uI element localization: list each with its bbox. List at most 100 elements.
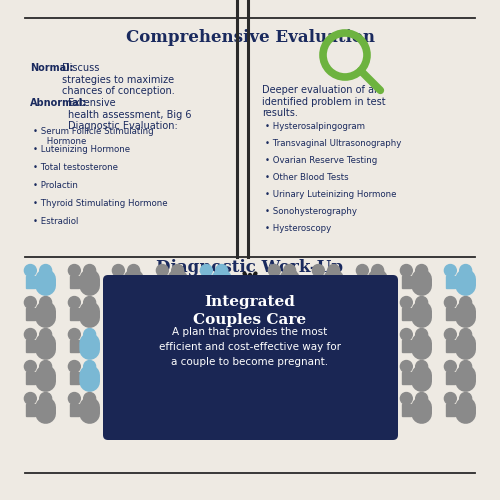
Text: Normal:: Normal: bbox=[30, 63, 74, 73]
Text: • Transvaginal Ultrasonography: • Transvaginal Ultrasonography bbox=[265, 139, 402, 148]
Text: • Estradiol: • Estradiol bbox=[33, 217, 78, 226]
Bar bbox=[402, 372, 411, 384]
Polygon shape bbox=[83, 404, 96, 411]
Circle shape bbox=[40, 296, 52, 308]
Circle shape bbox=[24, 360, 36, 372]
Polygon shape bbox=[371, 276, 384, 283]
Polygon shape bbox=[459, 404, 472, 411]
Circle shape bbox=[40, 392, 52, 404]
Text: Extensive
health assessment, Big 6
Diagnostic Evaluation:: Extensive health assessment, Big 6 Diagn… bbox=[68, 98, 192, 131]
Bar bbox=[402, 340, 411, 352]
Text: • Ovarian Reserve Testing: • Ovarian Reserve Testing bbox=[265, 156, 378, 165]
Bar bbox=[446, 308, 455, 320]
Bar bbox=[446, 404, 455, 416]
Polygon shape bbox=[415, 308, 428, 316]
Circle shape bbox=[460, 360, 471, 372]
Text: • Hysterosalpingogram: • Hysterosalpingogram bbox=[265, 122, 365, 131]
Circle shape bbox=[372, 264, 384, 276]
Text: • Sonohysterography: • Sonohysterography bbox=[265, 207, 357, 216]
Circle shape bbox=[460, 296, 471, 308]
Polygon shape bbox=[39, 308, 52, 316]
Text: Deeper evaluation of an
identified problem in test
results.: Deeper evaluation of an identified probl… bbox=[262, 85, 386, 118]
Circle shape bbox=[444, 360, 456, 372]
Bar bbox=[70, 308, 79, 320]
Text: Integrated
Couples Care: Integrated Couples Care bbox=[194, 295, 306, 328]
Text: Abnormal:: Abnormal: bbox=[30, 98, 87, 108]
Circle shape bbox=[84, 264, 96, 276]
Circle shape bbox=[444, 264, 456, 276]
Bar bbox=[402, 276, 411, 288]
Circle shape bbox=[416, 328, 428, 340]
Text: A plan that provides the most
efficient and cost-effective way for
a couple to b: A plan that provides the most efficient … bbox=[159, 327, 341, 366]
Bar bbox=[270, 276, 279, 288]
Polygon shape bbox=[459, 372, 472, 380]
Text: • Serum Follicle Stimulating
     Hormone: • Serum Follicle Stimulating Hormone bbox=[33, 127, 154, 146]
Circle shape bbox=[200, 264, 212, 276]
Text: • Urinary Luteinizing Hormone: • Urinary Luteinizing Hormone bbox=[265, 190, 396, 199]
Circle shape bbox=[40, 264, 52, 276]
Circle shape bbox=[400, 264, 412, 276]
Circle shape bbox=[24, 296, 36, 308]
Circle shape bbox=[444, 392, 456, 404]
Circle shape bbox=[416, 392, 428, 404]
Polygon shape bbox=[415, 340, 428, 347]
Bar bbox=[70, 404, 79, 416]
Circle shape bbox=[268, 264, 280, 276]
Text: Diagnostic Work-Up: Diagnostic Work-Up bbox=[156, 258, 344, 276]
Polygon shape bbox=[39, 276, 52, 283]
Bar bbox=[70, 276, 79, 288]
Bar bbox=[26, 404, 35, 416]
Bar bbox=[402, 404, 411, 416]
Bar bbox=[26, 308, 35, 320]
Bar bbox=[446, 276, 455, 288]
Bar bbox=[26, 276, 35, 288]
Circle shape bbox=[68, 392, 80, 404]
Polygon shape bbox=[39, 404, 52, 411]
Bar bbox=[26, 340, 35, 352]
Circle shape bbox=[460, 264, 471, 276]
Polygon shape bbox=[415, 372, 428, 380]
Circle shape bbox=[84, 328, 96, 340]
Polygon shape bbox=[171, 276, 184, 283]
Text: • Other Blood Tests: • Other Blood Tests bbox=[265, 173, 348, 182]
Circle shape bbox=[68, 264, 80, 276]
Circle shape bbox=[68, 328, 80, 340]
Text: • Thyroid Stimulating Hormone: • Thyroid Stimulating Hormone bbox=[33, 199, 168, 208]
Polygon shape bbox=[83, 308, 96, 316]
Bar bbox=[70, 372, 79, 384]
Bar bbox=[158, 276, 167, 288]
Polygon shape bbox=[415, 404, 428, 411]
Bar bbox=[26, 372, 35, 384]
Circle shape bbox=[40, 328, 52, 340]
Circle shape bbox=[24, 392, 36, 404]
Circle shape bbox=[156, 264, 168, 276]
Text: Comprehensive Evaluation: Comprehensive Evaluation bbox=[126, 30, 374, 46]
Circle shape bbox=[24, 328, 36, 340]
Polygon shape bbox=[415, 276, 428, 283]
Circle shape bbox=[328, 264, 340, 276]
Polygon shape bbox=[127, 276, 140, 283]
Circle shape bbox=[400, 328, 412, 340]
Bar bbox=[314, 276, 323, 288]
Circle shape bbox=[312, 264, 324, 276]
Circle shape bbox=[68, 360, 80, 372]
Bar bbox=[114, 276, 123, 288]
Text: • Luteinizing Hormone: • Luteinizing Hormone bbox=[33, 145, 130, 154]
Bar bbox=[358, 276, 367, 288]
Circle shape bbox=[460, 328, 471, 340]
Polygon shape bbox=[83, 276, 96, 283]
FancyBboxPatch shape bbox=[103, 275, 398, 440]
Circle shape bbox=[284, 264, 296, 276]
Circle shape bbox=[400, 360, 412, 372]
Text: • Prolactin: • Prolactin bbox=[33, 181, 78, 190]
Circle shape bbox=[400, 392, 412, 404]
Text: • Total testosterone: • Total testosterone bbox=[33, 163, 118, 172]
Polygon shape bbox=[83, 340, 96, 347]
Bar bbox=[70, 340, 79, 352]
Polygon shape bbox=[39, 340, 52, 347]
Circle shape bbox=[84, 392, 96, 404]
Circle shape bbox=[356, 264, 368, 276]
Circle shape bbox=[24, 264, 36, 276]
Bar bbox=[402, 308, 411, 320]
Polygon shape bbox=[39, 372, 52, 380]
